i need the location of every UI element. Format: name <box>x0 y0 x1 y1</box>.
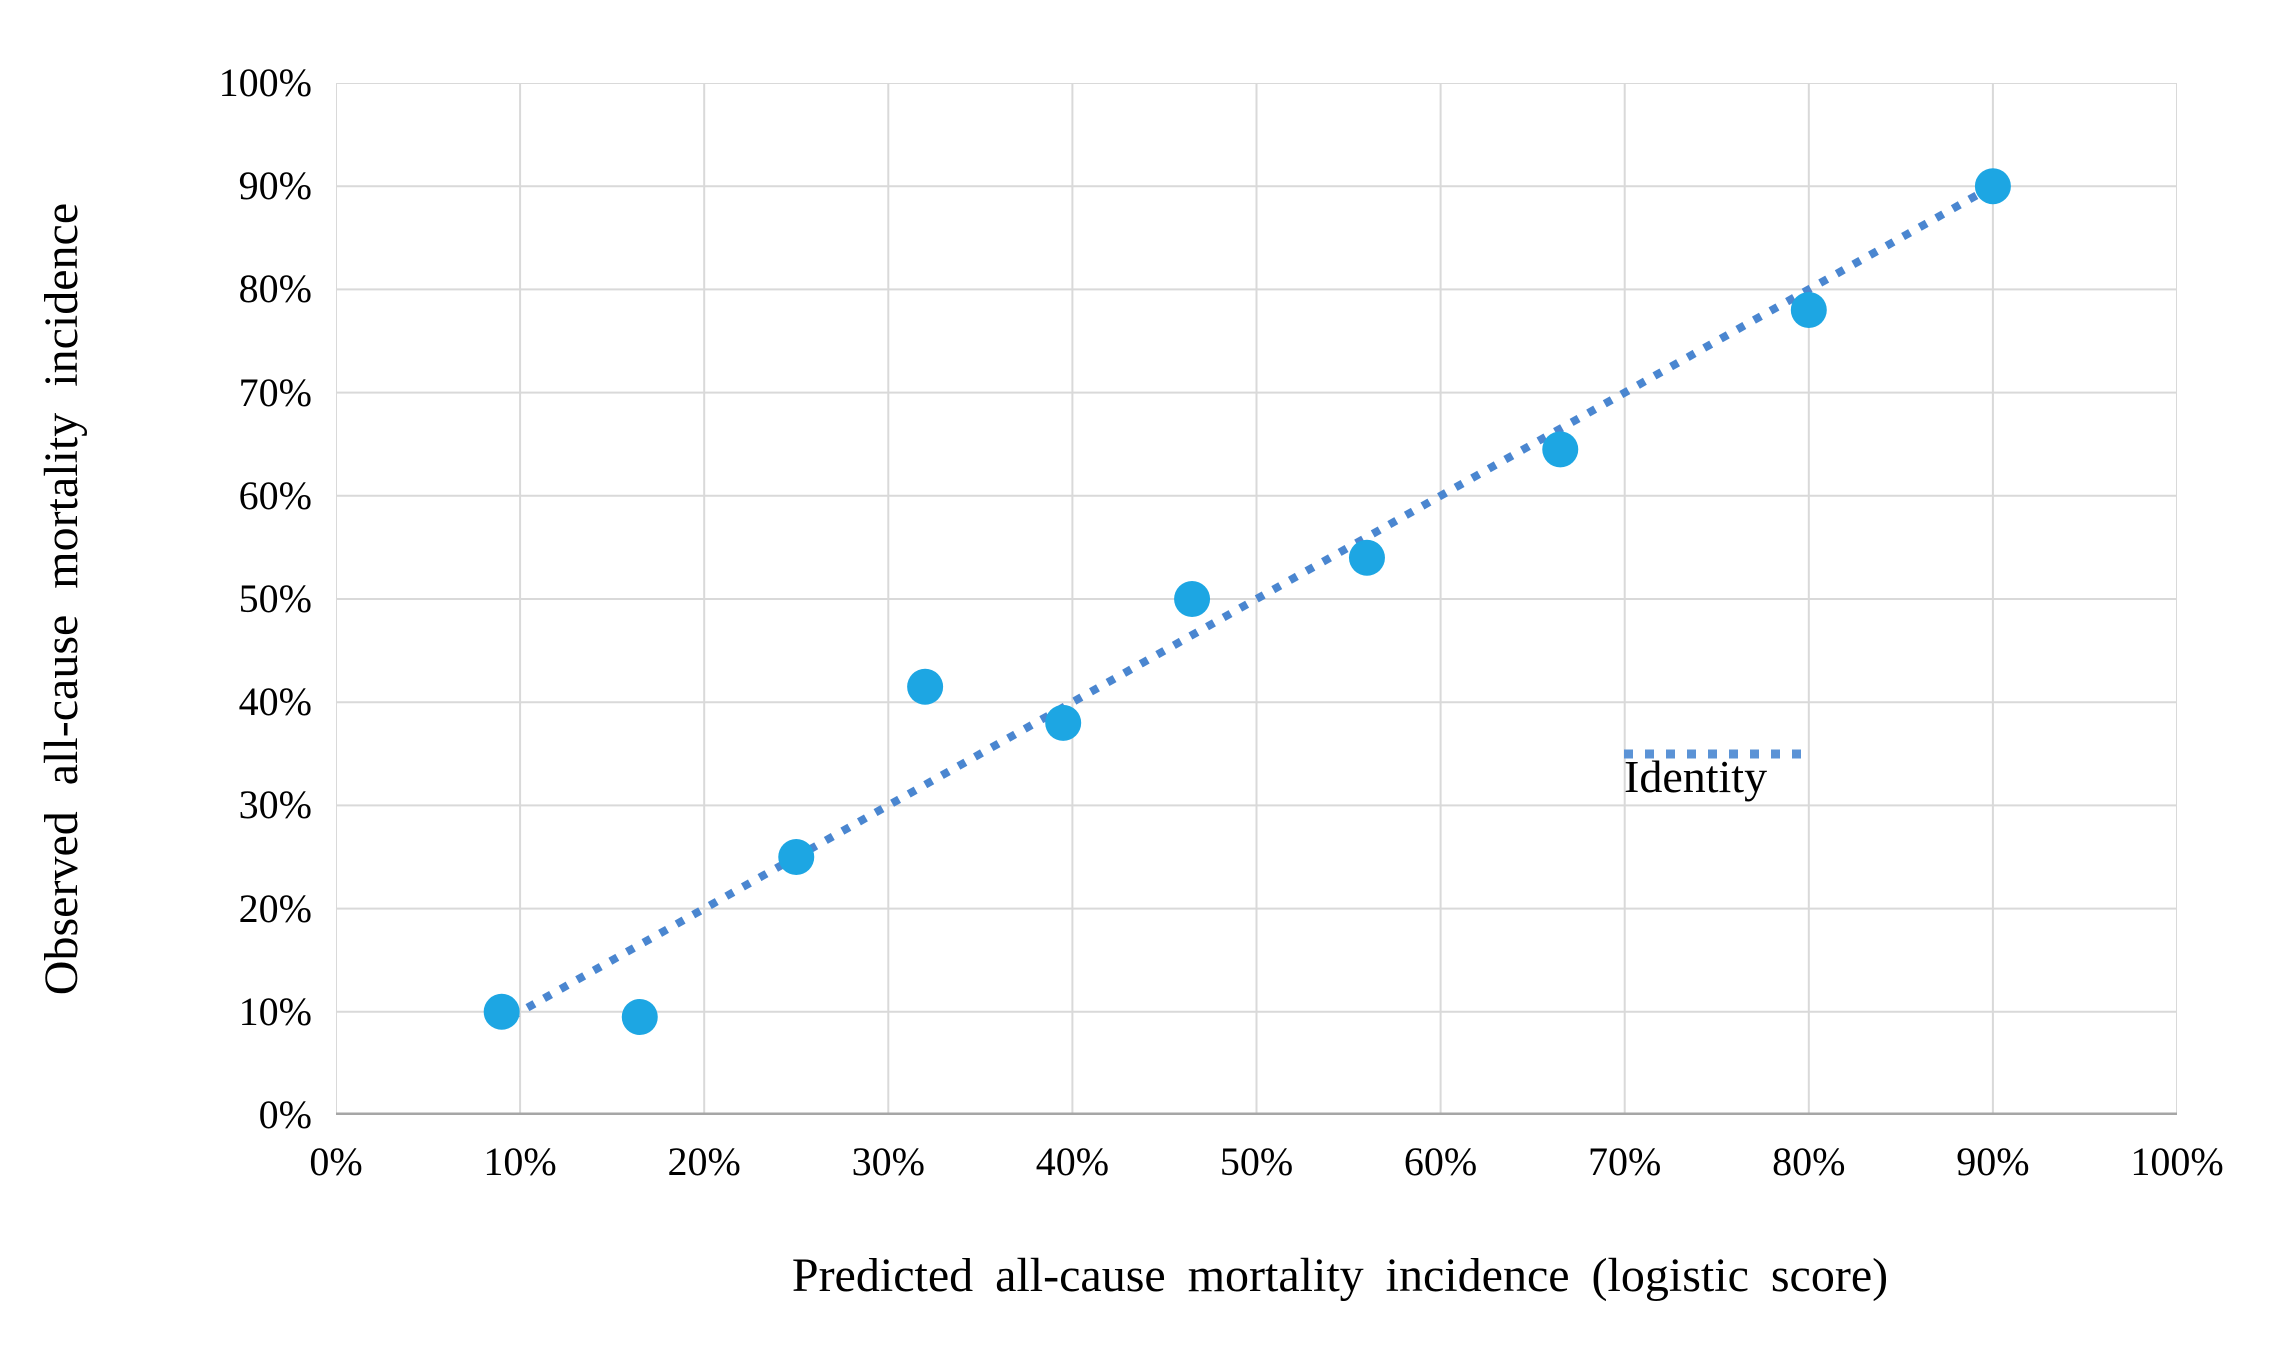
legend-dotted-line-sample <box>1624 749 1808 759</box>
y-tick-label: 100% <box>218 60 312 105</box>
data-point <box>1974 168 2011 205</box>
y-tick-label: 50% <box>238 576 312 621</box>
legend-label-identity: Identity <box>1624 751 1768 802</box>
x-tick-label: 0% <box>309 1139 363 1184</box>
data-point <box>621 998 658 1035</box>
x-tick-label: 70% <box>1588 1139 1662 1184</box>
plot-area: Identity <box>336 83 2177 1115</box>
x-tick-label: 20% <box>667 1139 741 1184</box>
x-axis-title: Predicted all-cause mortality incidence … <box>791 1249 1889 1302</box>
y-tick-label: 0% <box>258 1092 312 1137</box>
data-point <box>778 839 815 875</box>
data-point <box>483 993 520 1030</box>
y-tick-label: 30% <box>238 782 312 828</box>
x-tick-label: 80% <box>1772 1139 1846 1184</box>
y-tick-label: 80% <box>238 266 312 312</box>
data-point <box>1045 704 1082 741</box>
data-point <box>1348 539 1385 576</box>
y-tick-label: 10% <box>238 988 312 1034</box>
y-tick-label: 90% <box>238 163 312 209</box>
y-tick-label: 70% <box>238 369 312 415</box>
data-point <box>907 668 944 705</box>
x-tick-label: 10% <box>483 1139 557 1184</box>
x-tick-label: 30% <box>851 1139 925 1184</box>
identity-line <box>508 182 1995 1021</box>
y-tick-label: 20% <box>238 885 312 931</box>
data-point <box>1542 431 1579 468</box>
x-tick-label: 90% <box>1956 1139 2030 1184</box>
y-tick-label: 60% <box>238 472 312 518</box>
legend: Identity <box>1624 748 1808 806</box>
x-tick-label: 40% <box>1035 1139 1110 1184</box>
x-tick-label: 60% <box>1403 1139 1478 1184</box>
x-tick-label: 100% <box>2130 1139 2224 1184</box>
y-axis-title: Observed all-cause mortality incidence <box>35 202 88 996</box>
data-point <box>1790 292 1827 329</box>
data-point <box>1174 581 1211 617</box>
x-tick-label: 50% <box>1219 1139 1294 1184</box>
scatter-chart <box>336 83 2177 1115</box>
y-tick-label: 40% <box>238 679 312 725</box>
